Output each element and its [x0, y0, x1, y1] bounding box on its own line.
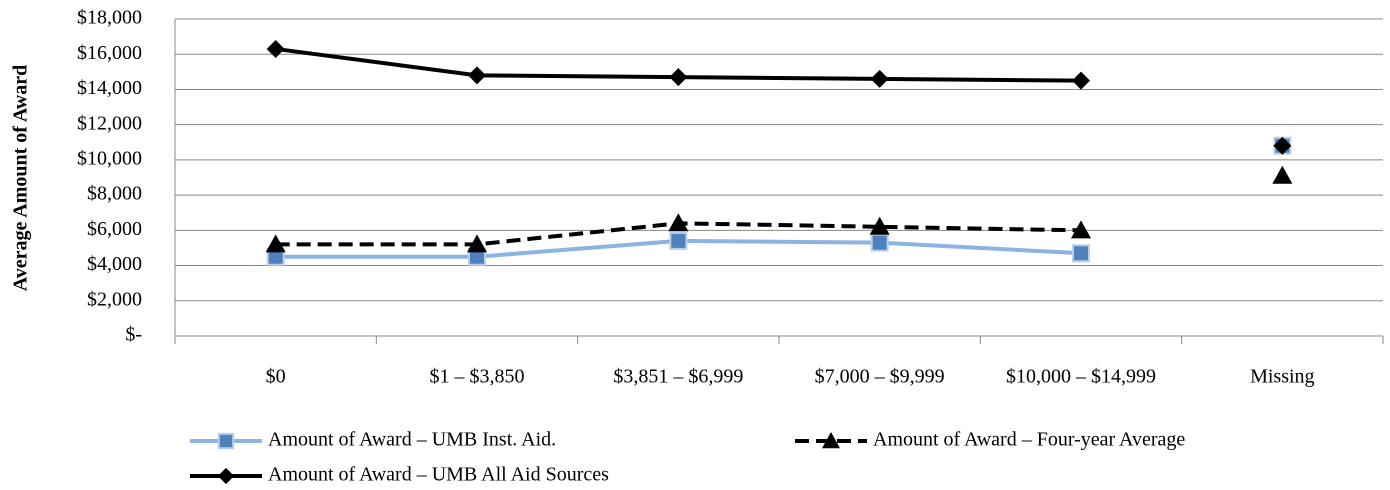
marker — [869, 216, 890, 235]
marker — [265, 234, 286, 253]
marker — [1072, 71, 1090, 90]
y-tick-label: $8,000 — [87, 183, 142, 205]
marker — [1071, 220, 1091, 239]
marker — [870, 69, 889, 88]
y-tick-label: $2,000 — [87, 288, 142, 310]
y-tick-label: $12,000 — [77, 112, 142, 134]
marker — [1273, 136, 1292, 155]
x-tick-label: $10,000 – $14,999 — [1006, 366, 1156, 388]
y-tick-label: $14,000 — [77, 77, 142, 99]
marker — [1272, 165, 1293, 184]
legend-label: Amount of Award – UMB Inst. Aid. — [268, 429, 556, 451]
marker — [467, 234, 487, 253]
y-axis-label: Average Amount of Award — [10, 65, 32, 291]
marker — [1072, 244, 1090, 263]
marker — [870, 233, 889, 252]
x-tick-label: Missing — [1250, 366, 1314, 388]
x-tick-label: $7,000 – $9,999 — [815, 366, 945, 388]
legend-marker — [217, 467, 235, 485]
marker — [669, 68, 688, 87]
marker — [468, 66, 486, 85]
marker — [266, 39, 285, 58]
legend-marker — [217, 432, 235, 450]
y-tick-label: $16,000 — [77, 42, 142, 64]
marker — [669, 231, 688, 250]
y-tick-label: $6,000 — [87, 218, 142, 240]
x-tick-label: $3,851 – $6,999 — [613, 366, 743, 388]
marker — [668, 213, 689, 232]
x-tick-label: $1 – $3,850 — [430, 366, 525, 388]
legend-label: Amount of Award – Four-year Average — [873, 429, 1185, 451]
y-tick-label: $4,000 — [87, 253, 142, 275]
legend-label: Amount of Award – UMB All Aid Sources — [268, 464, 609, 486]
x-tick-label: $0 — [266, 366, 286, 388]
y-tick-label: $10,000 — [77, 147, 142, 169]
y-tick-label: $- — [125, 324, 142, 346]
y-tick-label: $18,000 — [77, 7, 142, 29]
legend-marker — [822, 432, 840, 449]
